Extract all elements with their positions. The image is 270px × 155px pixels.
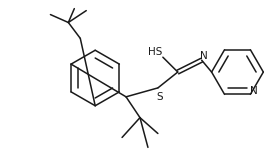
Text: HS: HS xyxy=(148,47,162,57)
Text: S: S xyxy=(157,92,163,102)
Text: N: N xyxy=(249,86,257,96)
Text: N: N xyxy=(200,51,208,61)
